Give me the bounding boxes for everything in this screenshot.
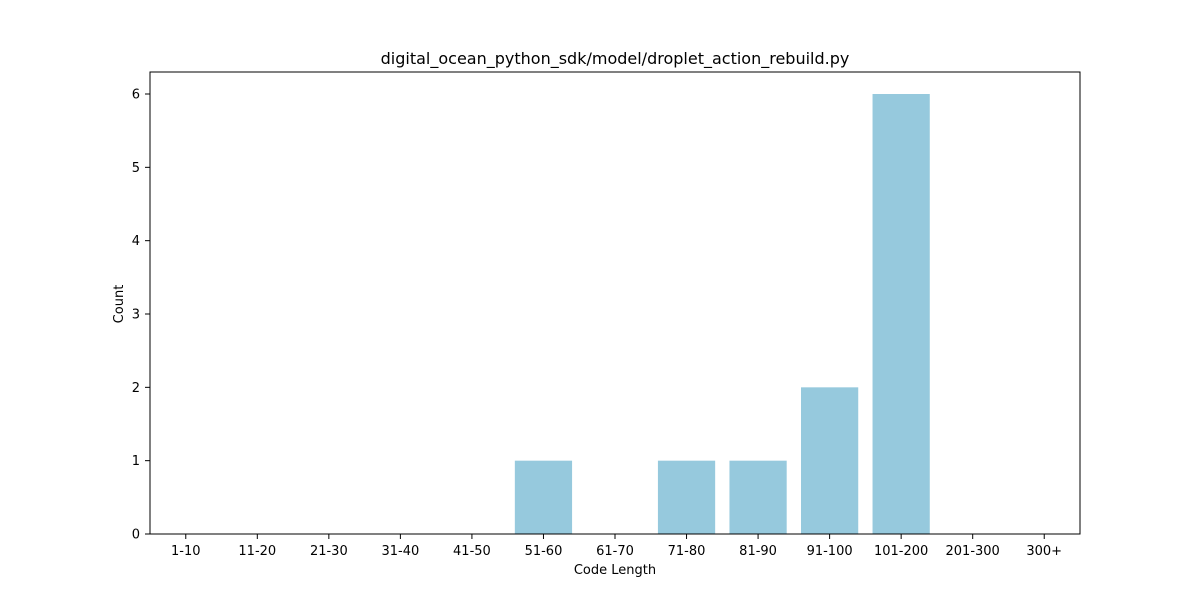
y-axis-label: Count xyxy=(112,285,127,324)
x-ticks: 1-10 11-20 21-30 31-40 41-50 51-60 61-70 71-80 8… xyxy=(171,534,1062,559)
x-tick-label: 1-10 xyxy=(171,544,201,559)
bar-91-100 xyxy=(801,387,859,534)
y-tick-label: 0 xyxy=(132,528,140,543)
x-tick-label: 201-300 xyxy=(946,544,1000,559)
bar-81-90 xyxy=(729,460,787,534)
x-axis-label: Code Length xyxy=(574,563,656,578)
x-tick-label: 300+ xyxy=(1026,544,1062,559)
x-tick-label: 21-30 xyxy=(310,544,348,559)
x-tick-label: 71-80 xyxy=(668,544,706,559)
y-tick-label: 1 xyxy=(132,454,140,469)
x-tick-label: 61-70 xyxy=(596,544,634,559)
bar-51-60 xyxy=(514,460,573,534)
bars-layer xyxy=(514,94,930,534)
x-tick-label: 101-200 xyxy=(874,544,928,559)
x-tick-label: 31-40 xyxy=(381,544,419,559)
x-tick-label: 41-50 xyxy=(453,544,491,559)
y-tick-label: 6 xyxy=(132,88,140,103)
axes-layer xyxy=(149,71,1081,535)
plot-frame xyxy=(149,71,1081,535)
bar-71-80 xyxy=(657,460,716,534)
y-tick-label: 2 xyxy=(132,381,140,396)
bar-101-200 xyxy=(872,94,930,534)
y-tick-label: 4 xyxy=(132,234,140,249)
y-ticks: 0 1 2 3 4 5 6 xyxy=(132,88,150,543)
x-tick-label: 51-60 xyxy=(525,544,563,559)
x-tick-label: 91-100 xyxy=(807,544,853,559)
y-tick-label: 3 xyxy=(132,308,140,323)
chart-title: digital_ocean_python_sdk/model/droplet_a… xyxy=(381,49,850,69)
x-tick-label: 11-20 xyxy=(238,544,276,559)
x-tick-label: 81-90 xyxy=(739,544,777,559)
y-tick-label: 5 xyxy=(132,161,140,176)
